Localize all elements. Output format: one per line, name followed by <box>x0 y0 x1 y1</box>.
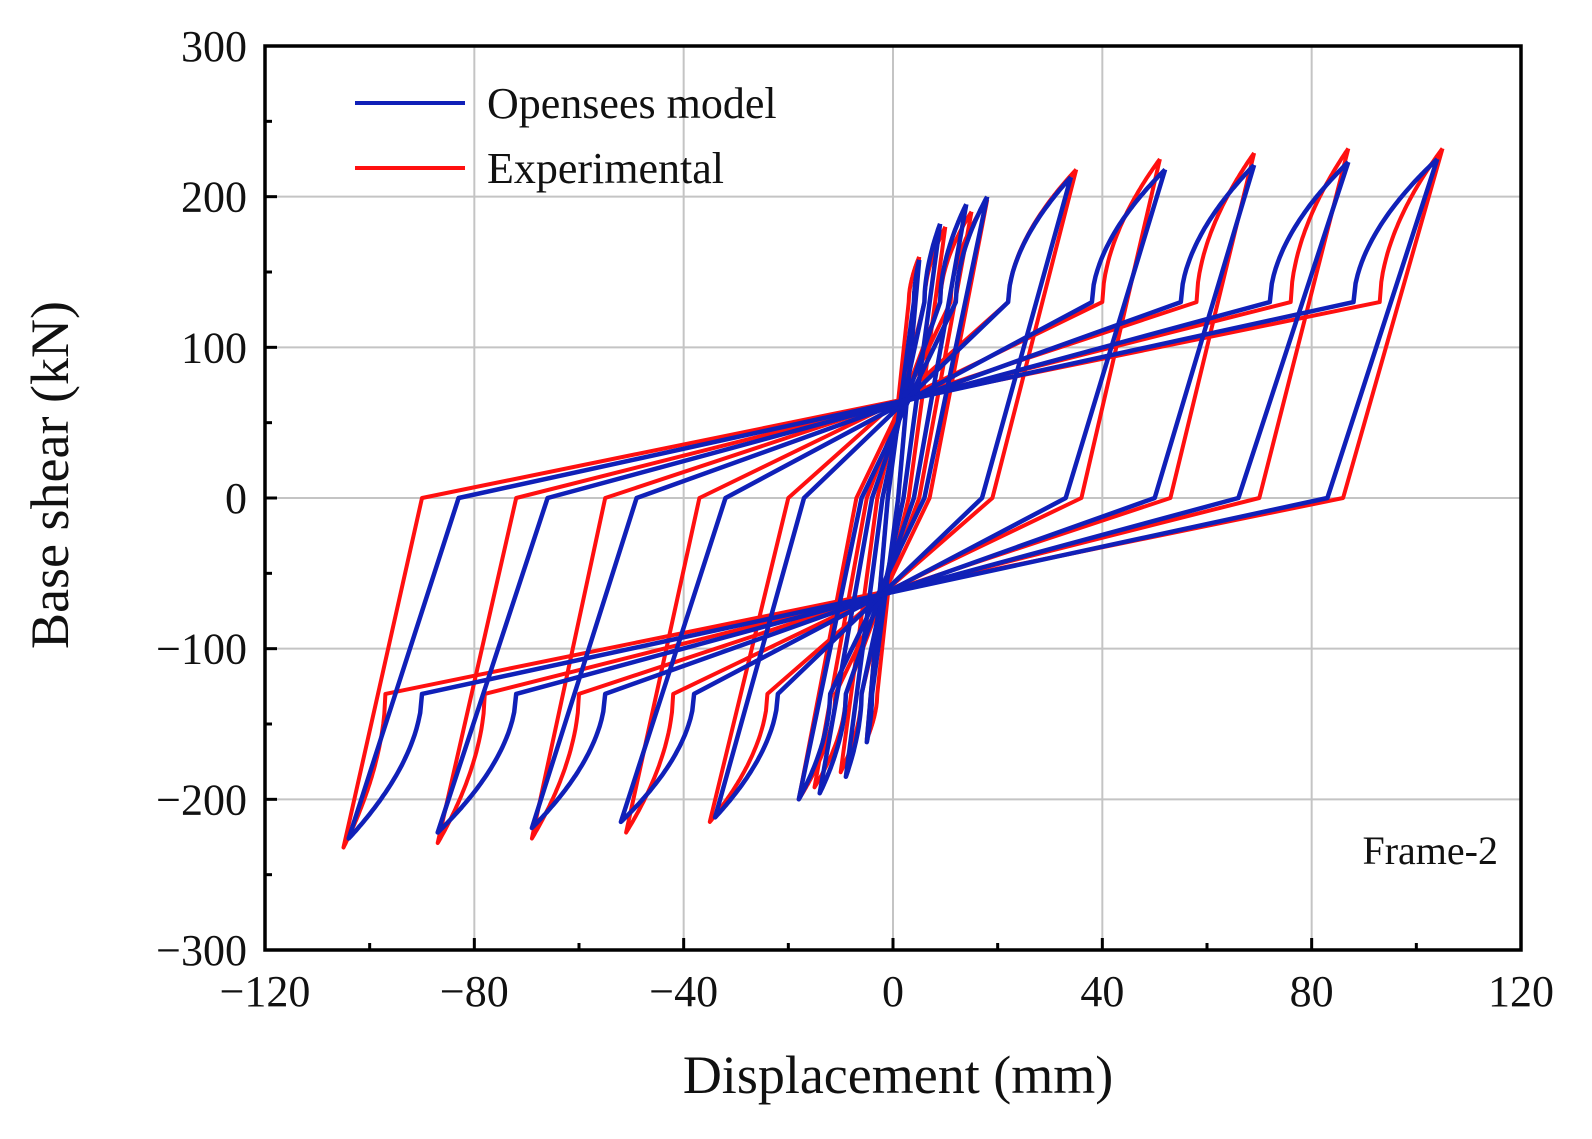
opensees-loop <box>864 258 922 745</box>
y-tick-label: 100 <box>181 323 247 372</box>
experimental-loop <box>624 157 1162 835</box>
grid-lines <box>265 46 1521 950</box>
x-tick-label: −80 <box>440 967 509 1016</box>
y-tick-label: −300 <box>156 926 247 975</box>
opensees-loop <box>529 163 1257 831</box>
x-tick-label: 0 <box>882 967 904 1016</box>
x-tick-labels: −120 −80 −40 0 40 80 120 <box>220 967 1554 1016</box>
legend: Opensees model Experimental <box>355 79 777 193</box>
plot-curves <box>341 147 1445 850</box>
y-tick-label: 200 <box>181 173 247 222</box>
y-tick-labels: −300 −200 −100 0 100 200 300 <box>156 22 247 975</box>
legend-label-experimental: Experimental <box>487 144 724 193</box>
series-opensees <box>346 157 1440 841</box>
opensees-loop <box>435 160 1351 835</box>
opensees-loop <box>712 175 1074 820</box>
x-tick-label: 120 <box>1488 967 1554 1016</box>
x-tick-label: −120 <box>220 967 311 1016</box>
y-tick-label: −100 <box>156 625 247 674</box>
x-axis-title: Displacement (mm) <box>683 1045 1113 1105</box>
y-tick-label: 300 <box>181 22 247 71</box>
x-tick-label: −40 <box>649 967 718 1016</box>
axis-ticks <box>263 44 1523 952</box>
opensees-loop <box>843 222 943 779</box>
legend-label-opensees: Opensees model <box>487 79 777 128</box>
y-axis-title: Base shear (kN) <box>20 301 80 649</box>
opensees-loop <box>618 167 1168 825</box>
y-tick-label: 0 <box>225 474 247 523</box>
frame-annotation: Frame-2 <box>1362 828 1498 873</box>
x-tick-label: 80 <box>1290 967 1334 1016</box>
x-tick-label: 40 <box>1080 967 1124 1016</box>
opensees-loop <box>796 195 990 802</box>
y-tick-label: −200 <box>156 775 247 824</box>
opensees-loop <box>346 157 1440 841</box>
experimental-loop <box>341 147 1445 850</box>
opensees-loop <box>817 203 969 796</box>
